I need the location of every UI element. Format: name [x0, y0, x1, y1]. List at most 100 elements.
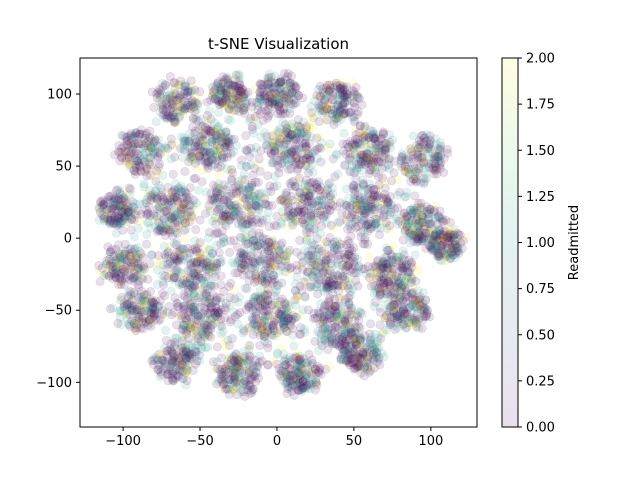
scatter-point [238, 270, 248, 280]
scatter-point [262, 234, 272, 244]
scatter-point [329, 83, 339, 93]
scatter-point [152, 166, 162, 176]
scatter-point [188, 113, 198, 123]
scatter-point [224, 105, 234, 115]
scatter-point [214, 91, 224, 101]
scatter-point [225, 80, 235, 90]
scatter-point [222, 72, 232, 82]
scatter-point [328, 95, 338, 105]
scatter-point [216, 293, 226, 303]
scatter-point [219, 84, 229, 94]
scatter-point [265, 92, 275, 102]
scatter-point [359, 216, 369, 226]
scatter-point [272, 85, 282, 95]
scatter-point [265, 109, 275, 119]
scatter-point [264, 100, 274, 110]
scatter-point [251, 177, 261, 187]
scatter-point [289, 341, 299, 351]
scatter-point [265, 250, 275, 260]
scatter-point [180, 96, 190, 106]
scatter-point [351, 339, 361, 349]
scatter-point [182, 87, 192, 97]
scatter-point [289, 90, 299, 100]
scatter-point [326, 194, 336, 204]
scatter-point [336, 352, 346, 362]
scatter-point [362, 362, 372, 372]
scatter-point [232, 188, 242, 198]
scatter-point [191, 162, 201, 172]
scatter-point [219, 89, 229, 99]
scatter-point [210, 94, 220, 104]
scatter-point [166, 113, 176, 123]
scatter-point [211, 81, 221, 91]
scatter-point [151, 176, 161, 186]
scatter-point [133, 223, 143, 233]
scatter-point [345, 290, 355, 300]
scatter-point [226, 90, 236, 100]
scatter-point [239, 104, 249, 114]
scatter-point [277, 89, 287, 99]
scatter-point [283, 92, 293, 102]
scatter-point [165, 195, 175, 205]
scatter-point [189, 102, 199, 112]
scatter-point [282, 72, 292, 82]
scatter-point [188, 244, 198, 254]
scatter-point [110, 150, 120, 160]
scatter-point [275, 90, 285, 100]
scatter-point [239, 93, 249, 103]
scatter-point [210, 85, 220, 95]
scatter-point [308, 358, 318, 368]
scatter-point [165, 89, 175, 99]
scatter-point [178, 152, 188, 162]
scatter-point [270, 78, 280, 88]
scatter-point [298, 93, 308, 103]
scatter-point [208, 82, 218, 92]
scatter-point [157, 99, 167, 109]
scatter-point [263, 97, 273, 107]
scatter-point [223, 78, 233, 88]
scatter-point [234, 107, 244, 117]
scatter-point [152, 93, 162, 103]
scatter-point [145, 259, 155, 269]
scatter-point [259, 101, 269, 111]
scatter-point [185, 142, 195, 152]
scatter-point [246, 302, 256, 312]
scatter-point [318, 106, 328, 116]
scatter-point [179, 85, 189, 95]
scatter-point [242, 200, 252, 210]
scatter-point [412, 319, 422, 329]
scatter-point [216, 271, 226, 281]
scatter-point [108, 303, 118, 313]
scatter-point [215, 86, 225, 96]
scatter-point [270, 71, 280, 81]
scatter-point [218, 92, 228, 102]
scatter-point [276, 76, 286, 86]
scatter-point [192, 97, 202, 107]
scatter-point [430, 165, 440, 175]
scatter-point [235, 358, 245, 368]
scatter-point [215, 89, 225, 99]
scatter-point [188, 114, 198, 124]
scatter-point [263, 73, 273, 83]
scatter-point [275, 77, 285, 87]
scatter-point [294, 90, 304, 100]
scatter-point [223, 114, 233, 124]
scatter-point [175, 312, 185, 322]
scatter-point [210, 88, 220, 98]
scatter-point [344, 142, 354, 152]
scatter-point [186, 100, 196, 110]
scatter-point [213, 95, 223, 105]
scatter-point [339, 128, 349, 138]
scatter-point [153, 88, 163, 98]
scatter-point [226, 85, 236, 95]
scatter-point [188, 96, 198, 106]
scatter-point [223, 80, 233, 90]
scatter-point [208, 87, 218, 97]
scatter-point [379, 128, 389, 138]
scatter-point [233, 319, 243, 329]
scatter-point [223, 77, 233, 87]
scatter-point [275, 88, 285, 98]
scatter-point [163, 223, 173, 233]
scatter-point [179, 106, 189, 116]
scatter-point [187, 97, 197, 107]
